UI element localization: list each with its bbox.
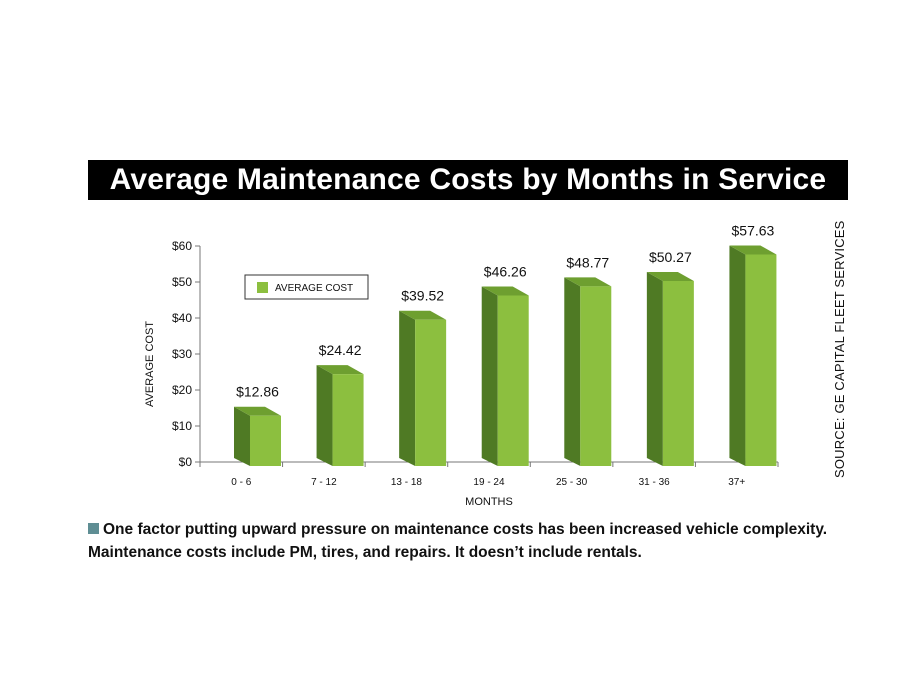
bar-side-face <box>234 406 250 466</box>
bar <box>234 406 281 466</box>
bar-front-face <box>580 286 612 466</box>
bar-top-face <box>481 286 529 296</box>
x-tick-label: 37+ <box>728 477 745 488</box>
bar-front-face <box>415 319 447 466</box>
chart-legend: AVERAGE COST <box>244 274 369 300</box>
bar-front-face <box>497 295 529 466</box>
bar-front-face <box>745 254 777 466</box>
x-tick-label: 0 - 6 <box>231 477 251 488</box>
bar-top-face <box>646 272 694 282</box>
bar <box>481 286 529 466</box>
bar-side-face <box>481 286 498 466</box>
bar-front-face <box>332 374 364 466</box>
y-tick-label: $20 <box>172 383 192 397</box>
caption-text: One factor putting upward pressure on ma… <box>88 521 828 561</box>
chart-bars: $12.86 $24.42 $39.52 $46.26 $48.77 $50.27 $57.… <box>234 223 777 466</box>
chart-axes: $0 $10 $20 $30 $40 $50 $60 0 - 6 7 - 12 13 - 18 19… <box>144 239 779 508</box>
y-tick-label: $40 <box>172 311 192 325</box>
bar-top-face <box>316 365 364 375</box>
bar <box>399 310 447 466</box>
bar-side-face <box>729 245 746 466</box>
bar-top-face <box>399 310 447 320</box>
data-label: $46.26 <box>484 263 527 279</box>
data-label: $39.52 <box>401 288 444 304</box>
y-tick-label: $50 <box>172 275 192 289</box>
data-label: $48.77 <box>566 254 609 270</box>
bar-top-face <box>234 406 281 416</box>
bar-top-face <box>729 245 777 255</box>
bar <box>646 272 694 466</box>
bar-side-face <box>646 272 663 466</box>
bar-side-face <box>564 277 581 466</box>
bar <box>316 365 364 466</box>
bar-side-face <box>316 365 333 466</box>
bar-front-face <box>250 415 281 466</box>
caption: One factor putting upward pressure on ma… <box>88 518 868 564</box>
y-tick-label: $10 <box>172 419 192 433</box>
y-axis-label: AVERAGE COST <box>144 321 156 407</box>
legend-swatch <box>257 282 268 293</box>
x-tick-label: 7 - 12 <box>311 477 337 488</box>
data-label: $12.86 <box>236 384 279 400</box>
bar-side-face <box>399 310 416 466</box>
x-tick-label: 19 - 24 <box>473 477 505 488</box>
y-tick-label: $30 <box>172 347 192 361</box>
caption-square-icon <box>88 523 99 534</box>
data-label: $50.27 <box>649 249 692 265</box>
y-tick-label: $0 <box>179 455 193 469</box>
bar-front-face <box>662 281 694 466</box>
bar-top-face <box>564 277 612 287</box>
legend-label: AVERAGE COST <box>275 283 353 294</box>
x-axis-label: MONTHS <box>465 496 513 508</box>
chart-title-bar: Average Maintenance Costs by Months in S… <box>88 160 848 200</box>
x-tick-label: 25 - 30 <box>556 477 588 488</box>
x-tick-label: 31 - 36 <box>639 477 671 488</box>
source-credit: SOURCE: GE CAPITAL FLEET SERVICES <box>832 220 847 478</box>
data-label: $24.42 <box>319 342 362 358</box>
bar <box>729 245 777 466</box>
chart-title: Average Maintenance Costs by Months in S… <box>109 163 827 196</box>
bar <box>564 277 612 466</box>
y-tick-label: $60 <box>172 239 192 253</box>
x-tick-label: 13 - 18 <box>391 477 423 488</box>
data-label: $57.63 <box>732 223 775 239</box>
